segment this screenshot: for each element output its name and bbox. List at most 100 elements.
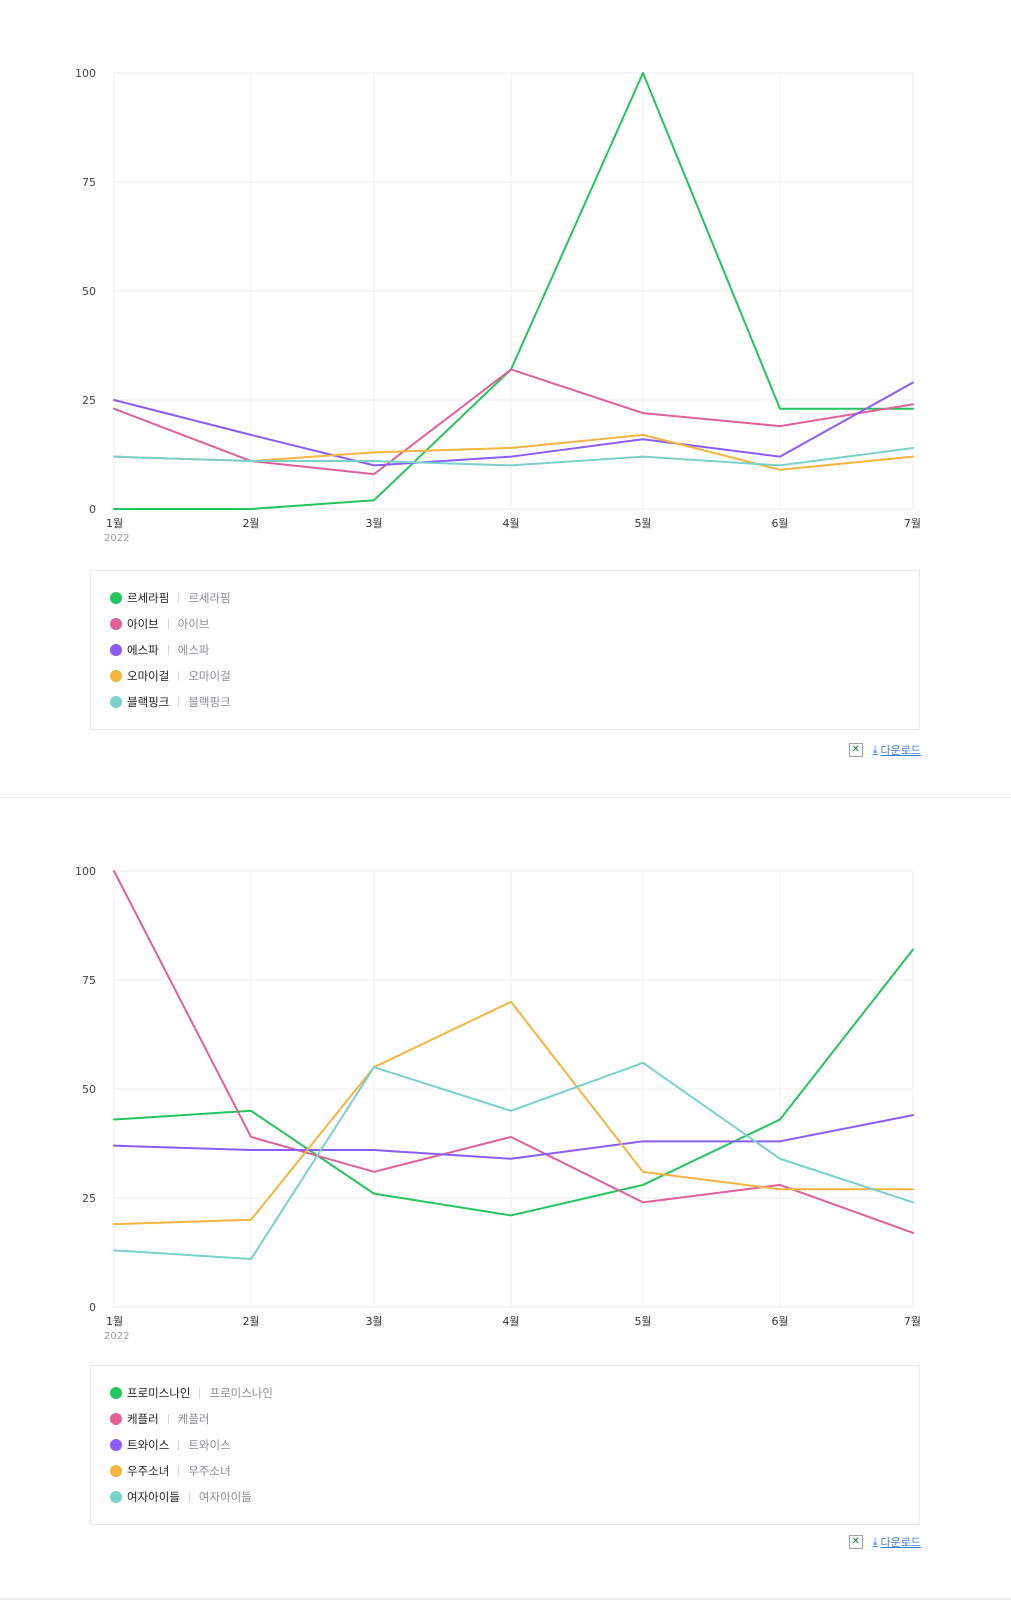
chart-panel-2: 0 25 50 75 100 1월 2월 3월 4월 5월 6월 7월 2022 프로미스나인 프로미스나…: [0, 798, 1011, 1598]
series-line-3[interactable]: [113, 381, 914, 467]
legend-series-alias: 블랙핑크: [188, 695, 231, 709]
legend-divider: [167, 619, 169, 629]
excel-icon[interactable]: ✕: [848, 1535, 863, 1549]
x-tick-label: 4월: [502, 1315, 519, 1328]
x-tick-label: 5월: [634, 1315, 651, 1328]
legend-item[interactable]: 트와이스 트와이스: [110, 1435, 231, 1455]
legend-item[interactable]: 프로미스나인 프로미스나인: [110, 1383, 273, 1403]
series-line-4[interactable]: [113, 1000, 914, 1226]
y-tick-label: 25: [82, 394, 96, 407]
legend-series-name: 르세라핌: [127, 591, 170, 605]
legend-series-alias: 우주소녀: [188, 1464, 231, 1478]
legend-series-alias: 아이브: [177, 617, 210, 631]
legend-item[interactable]: 케플러 케플러: [110, 1409, 210, 1429]
x-tick-label: 4월: [502, 517, 519, 530]
legend-item[interactable]: 에스파 에스파: [110, 640, 210, 660]
download-bar-1: ✕ ⤓ 다운로드: [848, 742, 921, 758]
download-label: 다운로드: [880, 744, 921, 757]
legend-series-name: 트와이스: [127, 1438, 170, 1452]
legend-series-name: 케플러: [127, 1412, 159, 1426]
x-year-label: 2022: [104, 1331, 129, 1342]
x-tick-label: 2월: [242, 1315, 259, 1328]
download-label: 다운로드: [880, 1536, 921, 1549]
legend-series-name: 우주소녀: [127, 1464, 170, 1478]
legend-item[interactable]: 블랙핑크 블랙핑크: [110, 692, 231, 712]
legend-item[interactable]: 아이브 아이브: [110, 614, 210, 634]
series-line-1[interactable]: [113, 948, 914, 1217]
legend-item[interactable]: 여자아이들 여자아이들: [110, 1487, 252, 1507]
legend-series-alias: 여자아이들: [198, 1490, 252, 1504]
y-tick-label: 100: [75, 67, 96, 80]
download-bar-2: ✕ ⤓ 다운로드: [848, 1534, 921, 1550]
legend-dot-icon: [110, 670, 122, 682]
y-tick-label: 75: [82, 176, 96, 189]
legend-dot-icon: [110, 1465, 122, 1477]
legend-series-alias: 프로미스나인: [209, 1386, 273, 1400]
series-line-2[interactable]: [113, 870, 914, 1234]
legend-divider: [199, 1388, 201, 1398]
x-tick-label: 1월: [106, 1315, 123, 1328]
legend-series-alias: 트와이스: [188, 1438, 231, 1452]
excel-icon[interactable]: ✕: [848, 743, 863, 757]
legend-divider: [178, 1440, 180, 1450]
legend-dot-icon: [110, 1491, 122, 1503]
x-tick-label: 6월: [771, 1315, 788, 1328]
legend-series-name: 아이브: [127, 617, 159, 631]
y-tick-label: 0: [89, 1301, 96, 1314]
download-arrow-icon: ⤓: [872, 743, 878, 756]
y-tick-label: 0: [89, 503, 96, 516]
legend-divider: [178, 593, 180, 603]
x-tick-label: 5월: [634, 517, 651, 530]
legend-series-name: 여자아이들: [127, 1490, 180, 1504]
legend-dot-icon: [110, 592, 122, 604]
legend-divider: [188, 1492, 190, 1502]
legend-series-alias: 케플러: [177, 1412, 210, 1426]
legend-divider: [178, 697, 180, 707]
legend-dot-icon: [110, 696, 122, 708]
x-tick-label: 2월: [242, 517, 259, 530]
legend-item[interactable]: 오마이걸 오마이걸: [110, 666, 231, 686]
legend-2: 프로미스나인 프로미스나인 케플러 케플러 트와이스 트와이스 우주소녀 우주소녀 여자아이들 여…: [90, 1365, 920, 1525]
legend-dot-icon: [110, 1387, 122, 1399]
legend-dot-icon: [110, 1413, 122, 1425]
line-chart-2: 0 25 50 75 100 1월 2월 3월 4월 5월 6월 7월 2022: [75, 865, 921, 1342]
legend-series-name: 프로미스나인: [127, 1386, 191, 1400]
series-line-3[interactable]: [113, 1114, 914, 1160]
download-button[interactable]: ⤓ 다운로드: [873, 1534, 921, 1550]
x-tick-label: 1월: [106, 517, 123, 530]
x-tick-label: 3월: [365, 517, 382, 530]
legend-divider: [178, 671, 180, 681]
series-line-5[interactable]: [113, 1061, 914, 1261]
y-tick-label: 75: [82, 974, 96, 987]
legend-item[interactable]: 르세라핌 르세라핌: [110, 588, 231, 608]
legend-dot-icon: [110, 618, 122, 630]
x-tick-label: 7월: [904, 517, 921, 530]
x-tick-label: 7월: [904, 1315, 921, 1328]
y-tick-label: 25: [82, 1192, 96, 1205]
x-year-label: 2022: [104, 533, 129, 544]
legend-divider: [167, 1414, 169, 1424]
legend-series-alias: 에스파: [177, 643, 210, 657]
series-line-5[interactable]: [113, 446, 914, 467]
x-tick-label: 6월: [771, 517, 788, 530]
download-arrow-icon: ⤓: [872, 1535, 878, 1548]
legend-divider: [178, 1466, 180, 1476]
legend-dot-icon: [110, 1439, 122, 1451]
legend-series-alias: 르세라핌: [188, 591, 231, 605]
legend-series-name: 오마이걸: [127, 669, 170, 683]
y-tick-label: 50: [82, 285, 96, 298]
legend-series-alias: 오마이걸: [188, 669, 231, 683]
x-tick-label: 3월: [365, 1315, 382, 1328]
legend-dot-icon: [110, 644, 122, 656]
legend-item[interactable]: 우주소녀 우주소녀: [110, 1461, 231, 1481]
y-tick-label: 50: [82, 1083, 96, 1096]
series-line-2[interactable]: [113, 368, 914, 476]
line-chart-1: 0 25 50 75 100 1월 2월 3월 4월 5월 6월 7월 2022: [75, 67, 921, 544]
download-button[interactable]: ⤓ 다운로드: [873, 742, 921, 758]
y-tick-label: 100: [75, 865, 96, 878]
legend-divider: [167, 645, 169, 655]
legend-series-name: 에스파: [127, 643, 159, 657]
legend-series-name: 블랙핑크: [127, 695, 170, 709]
